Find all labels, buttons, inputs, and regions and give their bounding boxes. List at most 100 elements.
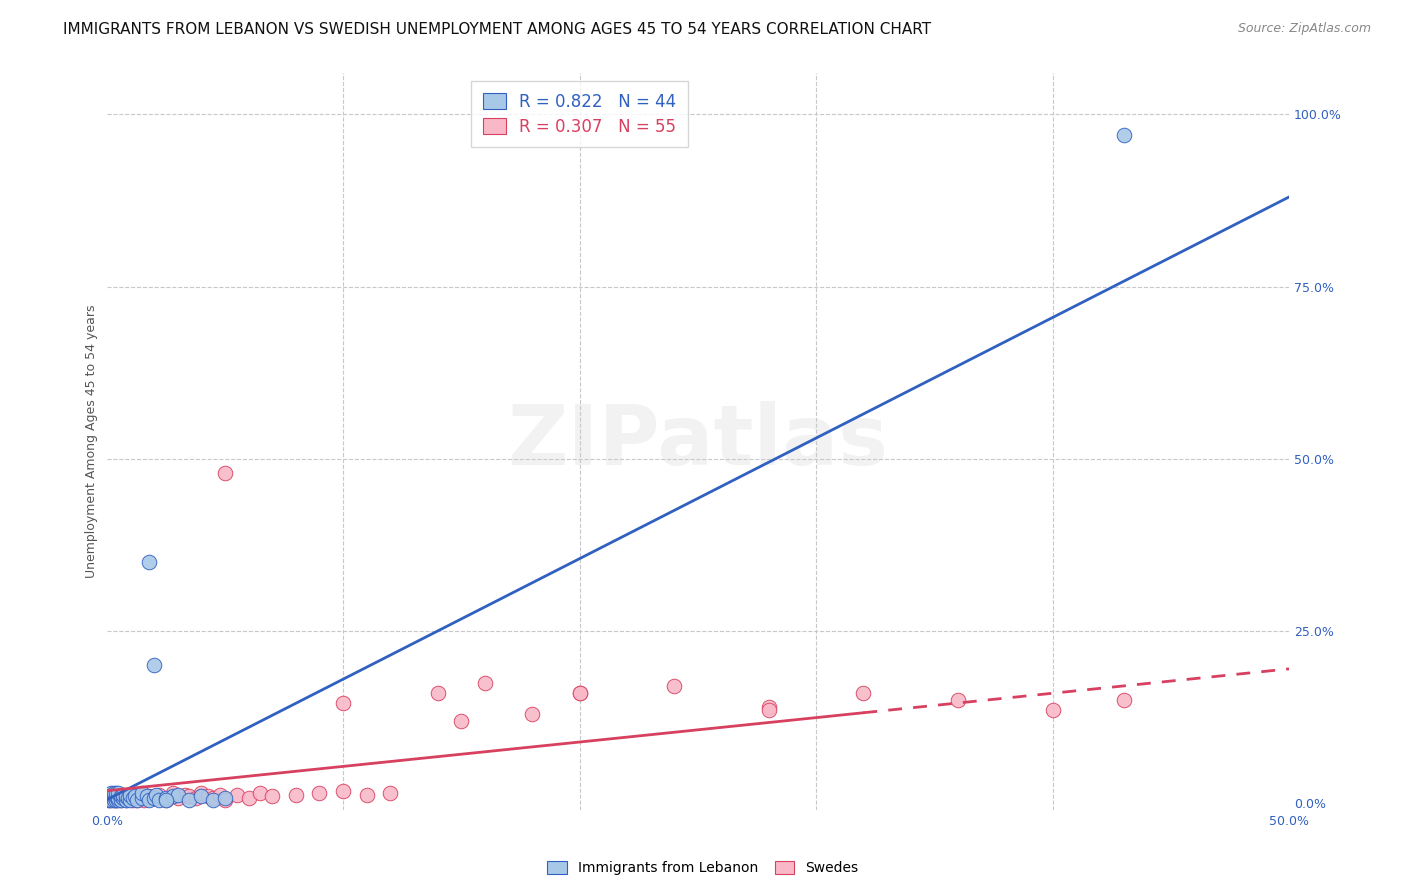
- Point: [138, 793, 160, 807]
- Point: [98, 793, 121, 807]
- Point: [120, 788, 142, 802]
- Point: [238, 790, 260, 805]
- Point: [209, 788, 232, 802]
- Point: [112, 789, 135, 804]
- Point: [103, 793, 125, 807]
- Point: [98, 789, 121, 804]
- Point: [426, 686, 449, 700]
- Point: [148, 788, 170, 802]
- Point: [225, 788, 247, 802]
- Point: [117, 790, 139, 805]
- Point: [114, 793, 136, 807]
- Text: Source: ZipAtlas.com: Source: ZipAtlas.com: [1237, 22, 1371, 36]
- Point: [186, 790, 208, 805]
- Point: [166, 790, 188, 805]
- Point: [522, 706, 544, 721]
- Point: [100, 793, 122, 807]
- Point: [107, 793, 129, 807]
- Point: [284, 788, 307, 802]
- Point: [103, 793, 125, 807]
- Point: [214, 793, 236, 807]
- Point: [114, 789, 136, 804]
- Point: [112, 790, 135, 805]
- Point: [121, 790, 143, 805]
- Point: [145, 788, 167, 802]
- Text: ZIPatlas: ZIPatlas: [508, 401, 889, 482]
- Point: [103, 788, 125, 802]
- Point: [179, 789, 201, 804]
- Point: [120, 789, 142, 804]
- Point: [155, 790, 177, 805]
- Point: [1042, 703, 1064, 717]
- Point: [155, 793, 177, 807]
- Point: [1112, 693, 1135, 707]
- Point: [380, 786, 402, 800]
- Point: [758, 703, 780, 717]
- Point: [474, 675, 496, 690]
- Point: [117, 790, 139, 805]
- Point: [107, 790, 129, 805]
- Point: [332, 696, 354, 710]
- Point: [142, 790, 165, 805]
- Point: [202, 790, 225, 805]
- Point: [179, 793, 201, 807]
- Point: [110, 793, 132, 807]
- Point: [190, 786, 212, 800]
- Point: [142, 790, 165, 805]
- Point: [110, 789, 132, 804]
- Point: [1112, 128, 1135, 142]
- Point: [758, 699, 780, 714]
- Text: IMMIGRANTS FROM LEBANON VS SWEDISH UNEMPLOYMENT AMONG AGES 45 TO 54 YEARS CORREL: IMMIGRANTS FROM LEBANON VS SWEDISH UNEMP…: [63, 22, 931, 37]
- Point: [332, 784, 354, 798]
- Point: [105, 793, 128, 807]
- Point: [664, 679, 686, 693]
- Point: [124, 789, 146, 804]
- Point: [148, 793, 170, 807]
- Point: [124, 790, 146, 805]
- Point: [110, 793, 132, 807]
- Point: [100, 789, 122, 804]
- Y-axis label: Unemployment Among Ages 45 to 54 years: Unemployment Among Ages 45 to 54 years: [86, 305, 98, 578]
- Point: [103, 786, 125, 800]
- Point: [142, 658, 165, 673]
- Point: [121, 793, 143, 807]
- Point: [568, 686, 591, 700]
- Point: [568, 686, 591, 700]
- Point: [249, 786, 271, 800]
- Point: [131, 788, 153, 802]
- Point: [120, 793, 142, 807]
- Point: [103, 789, 125, 804]
- Point: [100, 786, 122, 800]
- Point: [155, 793, 177, 807]
- Point: [105, 789, 128, 804]
- Point: [450, 714, 472, 728]
- Point: [214, 790, 236, 805]
- Point: [112, 788, 135, 802]
- Point: [197, 789, 219, 804]
- Point: [105, 793, 128, 807]
- Point: [162, 789, 184, 804]
- Point: [107, 788, 129, 802]
- Point: [138, 555, 160, 569]
- Point: [127, 793, 149, 807]
- Point: [114, 793, 136, 807]
- Point: [173, 788, 195, 802]
- Point: [946, 693, 969, 707]
- Point: [190, 789, 212, 804]
- Point: [98, 793, 121, 807]
- Point: [202, 793, 225, 807]
- Point: [131, 786, 153, 800]
- Point: [105, 786, 128, 800]
- Point: [162, 786, 184, 800]
- Point: [356, 788, 378, 802]
- Point: [100, 790, 122, 805]
- Point: [262, 789, 284, 804]
- Point: [166, 788, 188, 802]
- Point: [135, 789, 157, 804]
- Point: [214, 466, 236, 480]
- Point: [127, 793, 149, 807]
- Legend: Immigrants from Lebanon, Swedes: Immigrants from Lebanon, Swedes: [541, 855, 865, 880]
- Point: [138, 789, 160, 804]
- Point: [308, 786, 330, 800]
- Legend: R = 0.822   N = 44, R = 0.307   N = 55: R = 0.822 N = 44, R = 0.307 N = 55: [471, 81, 688, 147]
